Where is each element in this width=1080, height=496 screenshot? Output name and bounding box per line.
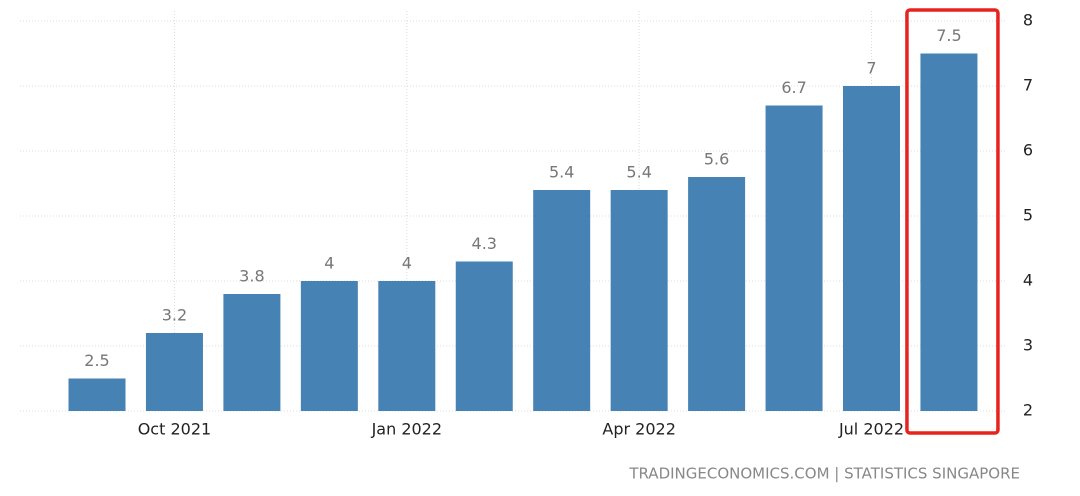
value-label: 4	[402, 254, 412, 273]
value-label: 3.2	[162, 306, 187, 325]
highlight-box	[905, 8, 1000, 435]
y-tick-label: 6	[1023, 141, 1033, 160]
bar	[455, 261, 513, 411]
x-tick-label: Apr 2022	[602, 420, 675, 439]
value-label: 3.8	[239, 267, 264, 286]
bar	[300, 281, 358, 411]
bar	[843, 86, 900, 411]
value-label: 5.6	[704, 150, 729, 169]
bar	[68, 378, 126, 411]
y-tick-label: 3	[1023, 336, 1033, 355]
bar	[378, 281, 436, 411]
source: TRADINGECONOMICS.COM | STATISTICS SINGAP…	[628, 465, 1020, 483]
y-tick-label: 7	[1023, 76, 1033, 95]
bar	[145, 333, 203, 411]
y-tick-label: 8	[1023, 11, 1033, 30]
value-label: 5.4	[626, 163, 651, 182]
y-tick-label: 4	[1023, 271, 1033, 290]
bar	[223, 294, 281, 411]
value-label: 7	[866, 59, 876, 78]
value-label: 4.3	[472, 234, 497, 253]
bar	[610, 190, 668, 411]
x-tick-label: Jul 2022	[838, 420, 904, 439]
bar	[533, 190, 591, 411]
bar	[920, 53, 978, 411]
x-tick-label: Jan 2022	[371, 420, 442, 439]
y-tick-label: 5	[1023, 206, 1033, 225]
value-label: 7.5	[936, 26, 961, 45]
value-label: 4	[324, 254, 334, 273]
bar	[688, 177, 746, 411]
bar	[765, 105, 823, 411]
value-label: 5.4	[549, 163, 574, 182]
y-tick-label: 2	[1023, 401, 1033, 420]
value-label: 2.5	[84, 351, 109, 370]
value-label: 6.7	[781, 78, 806, 97]
x-tick-label: Oct 2021	[138, 420, 211, 439]
